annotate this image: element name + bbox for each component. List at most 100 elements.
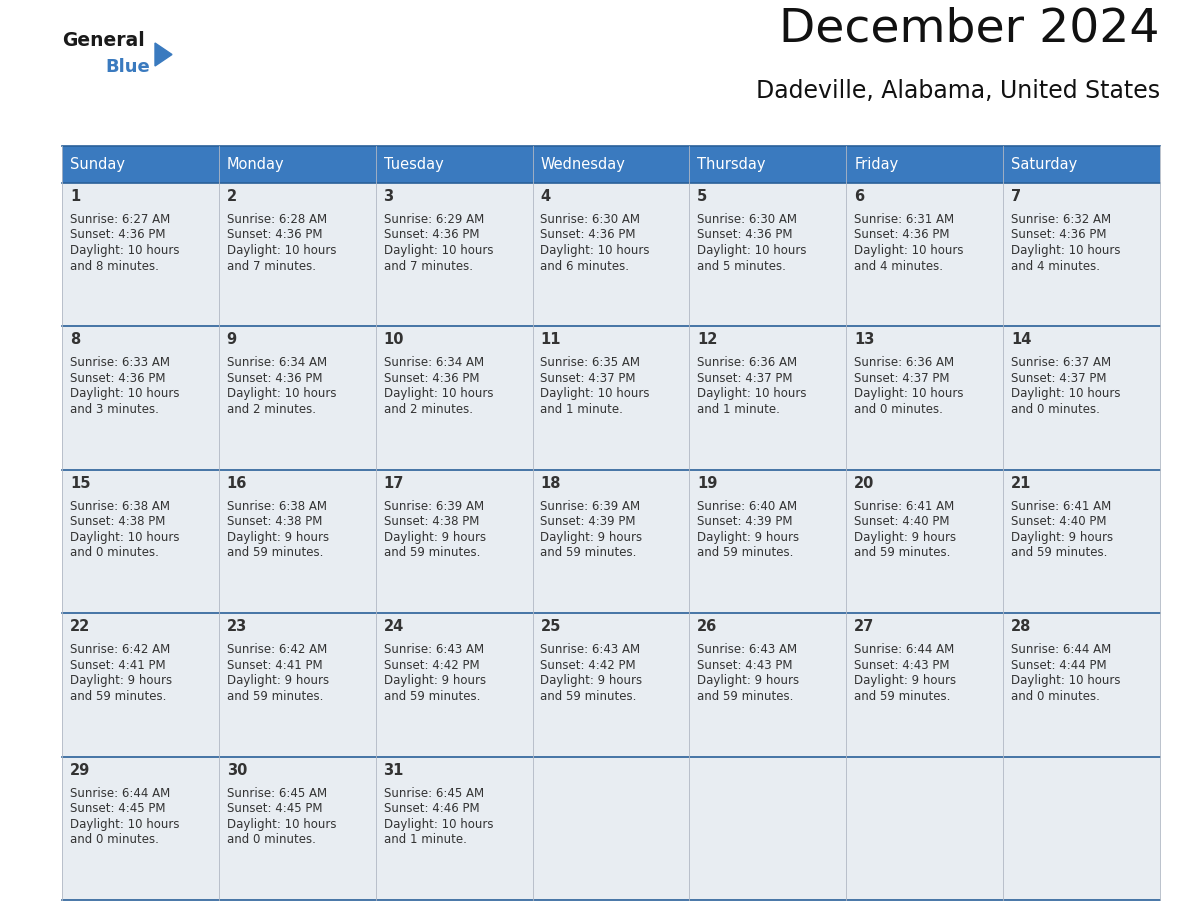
Bar	[532, 183, 689, 327]
Bar	[62, 756, 219, 900]
Text: 9: 9	[227, 332, 236, 347]
Text: 20: 20	[854, 476, 874, 491]
Text: Sunrise: 6:44 AM: Sunrise: 6:44 AM	[854, 644, 954, 656]
Text: and 3 minutes.: and 3 minutes.	[70, 403, 159, 416]
Bar	[689, 146, 846, 183]
Text: 5: 5	[697, 189, 708, 204]
Text: Thursday: Thursday	[697, 157, 766, 172]
Text: 23: 23	[227, 620, 247, 634]
Bar	[532, 613, 689, 756]
Text: Sunrise: 6:34 AM: Sunrise: 6:34 AM	[384, 356, 484, 369]
Text: Sunset: 4:43 PM: Sunset: 4:43 PM	[854, 659, 949, 672]
Text: Sunrise: 6:45 AM: Sunrise: 6:45 AM	[384, 787, 484, 800]
Text: Blue: Blue	[105, 58, 150, 76]
Text: 6: 6	[854, 189, 864, 204]
Text: Daylight: 10 hours: Daylight: 10 hours	[1011, 674, 1120, 688]
Bar	[532, 756, 689, 900]
Text: Sunset: 4:36 PM: Sunset: 4:36 PM	[70, 372, 165, 385]
Text: Daylight: 9 hours: Daylight: 9 hours	[697, 531, 800, 543]
Text: Sunset: 4:36 PM: Sunset: 4:36 PM	[697, 229, 792, 241]
Text: Sunset: 4:42 PM: Sunset: 4:42 PM	[541, 659, 636, 672]
Bar	[846, 613, 1003, 756]
Text: 24: 24	[384, 620, 404, 634]
Text: Sunset: 4:36 PM: Sunset: 4:36 PM	[541, 229, 636, 241]
Text: Sunrise: 6:28 AM: Sunrise: 6:28 AM	[227, 213, 327, 226]
Text: 26: 26	[697, 620, 718, 634]
Text: 18: 18	[541, 476, 561, 491]
Text: 19: 19	[697, 476, 718, 491]
Text: Daylight: 10 hours: Daylight: 10 hours	[854, 244, 963, 257]
Text: and 59 minutes.: and 59 minutes.	[384, 546, 480, 559]
Text: Sunrise: 6:31 AM: Sunrise: 6:31 AM	[854, 213, 954, 226]
Text: and 4 minutes.: and 4 minutes.	[854, 260, 943, 273]
Text: December 2024: December 2024	[779, 7, 1159, 52]
Text: and 59 minutes.: and 59 minutes.	[697, 689, 794, 702]
Bar	[689, 183, 846, 327]
Text: Sunset: 4:36 PM: Sunset: 4:36 PM	[854, 229, 949, 241]
Bar	[219, 470, 375, 613]
Text: Tuesday: Tuesday	[384, 157, 443, 172]
Text: 10: 10	[384, 332, 404, 347]
Text: Sunrise: 6:36 AM: Sunrise: 6:36 AM	[697, 356, 797, 369]
Text: 7: 7	[1011, 189, 1022, 204]
Text: 13: 13	[854, 332, 874, 347]
Bar	[62, 613, 219, 756]
Text: Sunrise: 6:30 AM: Sunrise: 6:30 AM	[697, 213, 797, 226]
Bar	[846, 327, 1003, 470]
Text: Sunset: 4:42 PM: Sunset: 4:42 PM	[384, 659, 479, 672]
Text: Sunrise: 6:43 AM: Sunrise: 6:43 AM	[697, 644, 797, 656]
Text: Dadeville, Alabama, United States: Dadeville, Alabama, United States	[756, 79, 1159, 103]
Text: Sunset: 4:36 PM: Sunset: 4:36 PM	[227, 229, 322, 241]
Text: Sunset: 4:36 PM: Sunset: 4:36 PM	[227, 372, 322, 385]
Text: and 59 minutes.: and 59 minutes.	[1011, 546, 1107, 559]
Text: and 5 minutes.: and 5 minutes.	[697, 260, 786, 273]
Text: 2: 2	[227, 189, 236, 204]
Polygon shape	[154, 43, 172, 66]
Text: Sunrise: 6:41 AM: Sunrise: 6:41 AM	[854, 499, 954, 513]
Text: 3: 3	[384, 189, 393, 204]
Bar	[219, 146, 375, 183]
Text: 12: 12	[697, 332, 718, 347]
Text: 14: 14	[1011, 332, 1031, 347]
Text: Sunrise: 6:35 AM: Sunrise: 6:35 AM	[541, 356, 640, 369]
Text: 15: 15	[70, 476, 90, 491]
Bar	[219, 613, 375, 756]
Text: and 0 minutes.: and 0 minutes.	[1011, 689, 1100, 702]
Text: Sunrise: 6:37 AM: Sunrise: 6:37 AM	[1011, 356, 1111, 369]
Text: Daylight: 10 hours: Daylight: 10 hours	[384, 818, 493, 831]
Bar	[62, 470, 219, 613]
Text: Sunrise: 6:39 AM: Sunrise: 6:39 AM	[384, 499, 484, 513]
Bar	[219, 756, 375, 900]
Text: Saturday: Saturday	[1011, 157, 1078, 172]
Bar	[219, 327, 375, 470]
Text: 1: 1	[70, 189, 80, 204]
Text: Daylight: 9 hours: Daylight: 9 hours	[541, 674, 643, 688]
Text: 16: 16	[227, 476, 247, 491]
Text: Sunset: 4:38 PM: Sunset: 4:38 PM	[227, 515, 322, 528]
Text: 8: 8	[70, 332, 80, 347]
Text: and 59 minutes.: and 59 minutes.	[854, 689, 950, 702]
Bar	[62, 327, 219, 470]
Text: and 59 minutes.: and 59 minutes.	[854, 546, 950, 559]
Text: Sunset: 4:38 PM: Sunset: 4:38 PM	[70, 515, 165, 528]
Text: Sunset: 4:44 PM: Sunset: 4:44 PM	[1011, 659, 1106, 672]
Bar	[689, 756, 846, 900]
Bar	[532, 470, 689, 613]
Text: Daylight: 10 hours: Daylight: 10 hours	[70, 387, 179, 400]
Text: Sunrise: 6:38 AM: Sunrise: 6:38 AM	[70, 499, 170, 513]
Text: Sunrise: 6:44 AM: Sunrise: 6:44 AM	[70, 787, 170, 800]
Text: Sunrise: 6:43 AM: Sunrise: 6:43 AM	[384, 644, 484, 656]
Text: Daylight: 10 hours: Daylight: 10 hours	[1011, 244, 1120, 257]
Bar	[1003, 146, 1159, 183]
Text: Sunrise: 6:33 AM: Sunrise: 6:33 AM	[70, 356, 170, 369]
Bar	[375, 756, 532, 900]
Text: Sunset: 4:37 PM: Sunset: 4:37 PM	[541, 372, 636, 385]
Text: Sunset: 4:37 PM: Sunset: 4:37 PM	[1011, 372, 1106, 385]
Bar	[689, 613, 846, 756]
Bar	[375, 470, 532, 613]
Text: Sunrise: 6:32 AM: Sunrise: 6:32 AM	[1011, 213, 1111, 226]
Text: Daylight: 9 hours: Daylight: 9 hours	[384, 531, 486, 543]
Bar	[219, 183, 375, 327]
Bar	[689, 470, 846, 613]
Text: Daylight: 10 hours: Daylight: 10 hours	[70, 818, 179, 831]
